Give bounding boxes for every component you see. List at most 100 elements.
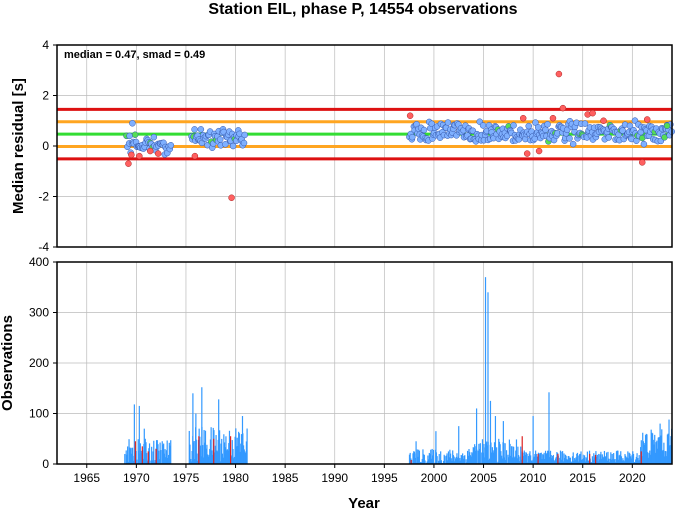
observation-bar (168, 454, 170, 464)
observation-bar (654, 452, 657, 464)
observation-bar (168, 442, 170, 464)
residual-point (197, 126, 205, 133)
observation-bar (498, 438, 500, 464)
observation-bar (504, 443, 506, 464)
observation-bar (214, 452, 216, 464)
observation-bar (223, 442, 226, 464)
observation-bar (550, 455, 552, 464)
residual-point-outlier (136, 152, 143, 160)
observation-bar (207, 454, 209, 464)
year-x-tick-label: 1975 (173, 471, 200, 485)
observation-bar (530, 460, 532, 464)
observation-bar (243, 449, 245, 464)
observation-bar (535, 450, 537, 464)
observation-bar (158, 459, 161, 464)
observation-bar (412, 453, 414, 464)
observation-bar-outlier (198, 436, 200, 464)
residual-point (542, 126, 549, 134)
observation-bar (135, 450, 137, 464)
observation-bar (216, 450, 218, 464)
observation-bar (197, 460, 199, 464)
observation-bar (216, 451, 219, 464)
observation-bar (544, 450, 547, 464)
observation-bar (488, 458, 491, 464)
observation-bar (199, 436, 201, 464)
observation-bar (238, 433, 240, 464)
observation-bar (621, 460, 623, 464)
observation-bar (466, 450, 469, 464)
observation-bar (637, 458, 639, 464)
observation-bar-spike (502, 421, 504, 464)
observation-bar (561, 459, 563, 464)
observation-bar (598, 453, 600, 464)
observation-bar (612, 459, 614, 464)
observation-bar (209, 448, 211, 464)
observations-y-tick-label: 200 (29, 356, 49, 370)
observation-bar (244, 451, 246, 464)
residual-point (479, 122, 487, 129)
observation-bar (204, 430, 207, 464)
observation-bar (196, 453, 198, 464)
observation-bar (570, 462, 572, 464)
observation-bar (567, 455, 569, 464)
observation-bar (438, 454, 440, 464)
observation-bar (481, 452, 483, 464)
observation-bar (163, 443, 165, 464)
observation-bar (639, 460, 641, 464)
observation-bar (564, 457, 566, 464)
observation-bar (452, 450, 454, 464)
observation-bar (661, 429, 663, 464)
observation-bar (422, 449, 424, 464)
residual-point-outlier (146, 147, 154, 155)
observation-bar (632, 453, 635, 464)
observation-bar (482, 452, 484, 464)
observation-bar (437, 460, 440, 464)
observation-bar-outlier (410, 459, 412, 464)
observation-bar (664, 451, 666, 464)
observation-bar (162, 444, 164, 464)
observation-bar-outlier (595, 454, 597, 464)
year-x-axis-label: Year (348, 495, 380, 511)
observation-bar (520, 446, 522, 464)
observation-bar (651, 432, 653, 464)
observation-bar (239, 451, 241, 464)
observation-bar (192, 442, 195, 464)
observation-bar (601, 454, 603, 464)
observation-bar (464, 455, 466, 464)
observation-bar (641, 456, 643, 464)
observation-bar (222, 457, 224, 464)
observation-bar (203, 429, 205, 464)
observation-bar (609, 458, 611, 464)
residual-point (229, 142, 237, 150)
observation-bar (499, 444, 501, 464)
observation-bar (498, 441, 501, 464)
observation-bar (420, 461, 422, 464)
observation-bar (647, 452, 649, 464)
observation-bar (242, 445, 245, 464)
observation-bar (479, 448, 481, 464)
observation-bar (536, 456, 538, 464)
residual-point (240, 139, 248, 147)
observation-bar (505, 459, 507, 464)
observation-bar (233, 458, 235, 464)
observation-bar (543, 452, 545, 464)
observation-bar (478, 443, 480, 464)
observation-bar (576, 453, 578, 464)
observation-bar-spike (659, 423, 661, 464)
observation-bar (600, 451, 602, 464)
observation-bar (643, 444, 645, 464)
observation-bar (218, 430, 221, 464)
observations-y-tick-label: 300 (29, 306, 49, 320)
observation-bar (608, 458, 610, 464)
observation-bar (596, 454, 598, 464)
observation-bar (669, 445, 671, 464)
observation-bar-outlier (134, 441, 136, 464)
residual-y-axis-label: Median residual [s] (10, 78, 27, 214)
year-x-tick-label: 2005 (470, 471, 497, 485)
residual-point (409, 133, 416, 141)
residual-point-outlier (125, 160, 132, 167)
observation-bar-outlier (229, 436, 232, 464)
observation-bar (160, 450, 162, 464)
observation-bar (427, 455, 429, 464)
